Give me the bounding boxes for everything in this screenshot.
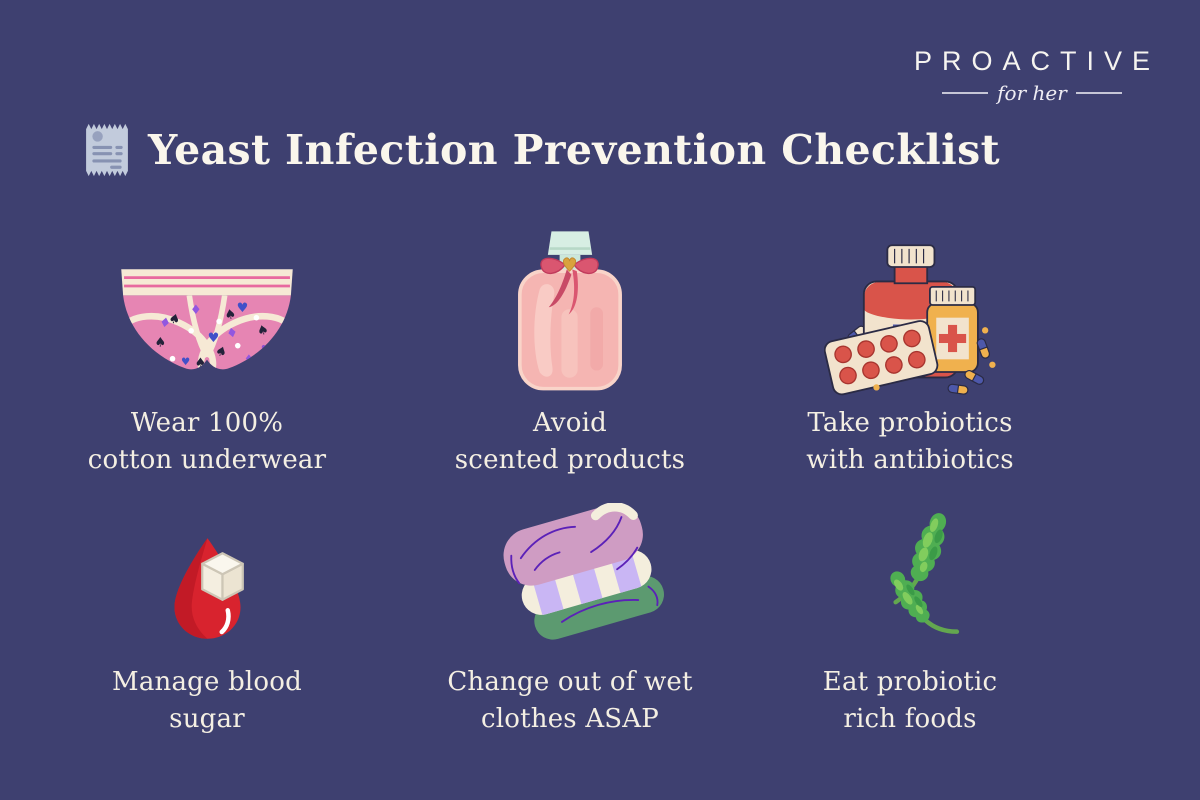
label-line: Take probiotics	[807, 408, 1013, 438]
label-line: clothes ASAP	[481, 704, 659, 734]
brand-tagline: for her	[914, 81, 1150, 105]
svg-text:♠: ♠	[223, 307, 237, 324]
label-line: Eat probiotic	[822, 667, 998, 697]
illustration-box	[32, 497, 382, 655]
page-title-row: Yeast Infection Prevention Checklist	[84, 120, 1000, 180]
svg-text:♥: ♥	[237, 301, 249, 316]
perfume-bottle-illustration	[518, 231, 622, 391]
label-line: sugar	[169, 704, 245, 734]
label-line: Manage blood	[112, 667, 302, 697]
cotton-underwear-illustration: ♠ ♠ ♠ ♠ ♠ ♠ ♥ ♥ ♥ ♥ ♦ ♦ ♦ ♦	[121, 269, 293, 371]
blood-drop-sugar-illustration	[174, 538, 244, 639]
illustration-box	[395, 200, 745, 396]
label-line: with antibiotics	[806, 445, 1014, 475]
checklist-item-label: Manage blood sugar	[112, 664, 302, 738]
label-line: Wear 100%	[130, 408, 284, 438]
svg-text:♠: ♠	[167, 311, 182, 329]
checklist-item-probiotic-foods: Eat probiotic rich foods	[735, 497, 1085, 738]
checklist-item-blood-sugar: Manage blood sugar	[32, 497, 382, 738]
brand-name: PROACTIVE	[913, 46, 1160, 76]
tagline-left-line	[942, 92, 989, 94]
svg-text:♠: ♠	[155, 336, 167, 351]
tagline-right-line	[1075, 92, 1122, 94]
receipt-icon	[86, 123, 128, 177]
checklist-item-wet-clothes: Change out of wet clothes ASAP	[395, 497, 745, 738]
label-line: rich foods	[843, 704, 977, 734]
checklist-item-probiotics: R x	[735, 200, 1085, 479]
checklist-item-label: Avoid scented products	[455, 405, 685, 479]
brand-logo: PROACTIVE for her	[914, 46, 1150, 105]
checklist-item-scented-products: Avoid scented products	[395, 200, 745, 479]
illustration-box: ♠ ♠ ♠ ♠ ♠ ♠ ♥ ♥ ♥ ♥ ♦ ♦ ♦ ♦	[32, 200, 382, 396]
svg-text:♥: ♥	[208, 331, 220, 346]
svg-text:♥: ♥	[181, 356, 190, 368]
illustration-box	[735, 497, 1085, 655]
leafy-greens-illustration	[890, 513, 960, 634]
svg-text:♦: ♦	[244, 352, 254, 365]
svg-text:♦: ♦	[190, 303, 202, 318]
svg-text:♠: ♠	[195, 356, 207, 371]
page-title: Yeast Infection Prevention Checklist	[148, 126, 1000, 174]
folded-clothes-illustration	[503, 503, 664, 640]
checklist-item-cotton-underwear: ♠ ♠ ♠ ♠ ♠ ♠ ♥ ♥ ♥ ♥ ♦ ♦ ♦ ♦	[32, 200, 382, 479]
brand-tagline-text: for her	[997, 81, 1067, 105]
svg-text:♦: ♦	[225, 325, 240, 342]
checklist-item-label: Wear 100% cotton underwear	[88, 405, 327, 479]
probiotics-medicines-illustration: R x	[824, 244, 996, 396]
illustration-box: R x	[735, 200, 1085, 396]
label-line: Change out of wet	[447, 667, 693, 697]
checklist-item-label: Take probiotics with antibiotics	[806, 405, 1014, 479]
label-line: Avoid	[532, 408, 607, 438]
checklist-item-label: Eat probiotic rich foods	[823, 664, 997, 738]
illustration-box	[395, 497, 745, 655]
svg-text:♠: ♠	[213, 343, 229, 361]
label-line: cotton underwear	[87, 445, 327, 475]
svg-text:♦: ♦	[158, 315, 172, 332]
svg-text:♥: ♥	[261, 343, 271, 356]
svg-text:♠: ♠	[255, 322, 270, 340]
label-line: scented products	[454, 445, 686, 475]
checklist-item-label: Change out of wet clothes ASAP	[447, 664, 692, 738]
